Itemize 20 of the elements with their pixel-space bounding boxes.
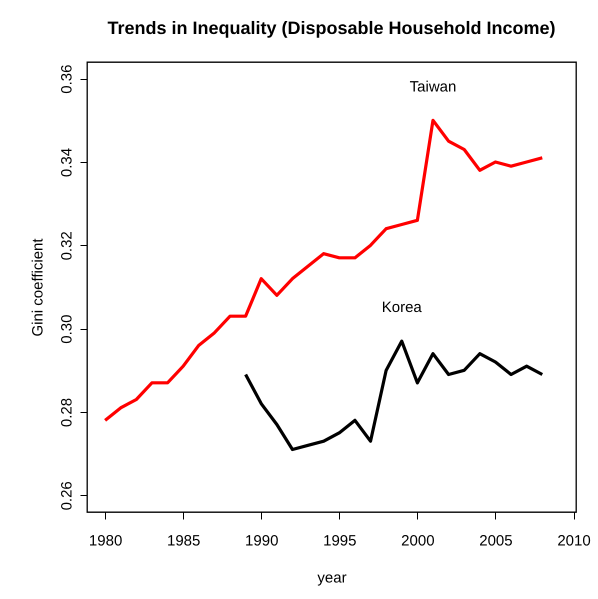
x-tick-label: 2010 [557,532,591,550]
x-tick-label: 2005 [479,532,513,550]
x-axis-title: year [317,570,347,586]
text: Korea [382,299,422,316]
x-tick-label: 1990 [245,532,278,550]
y-tick-label: 0.34 [58,148,76,178]
line-series [104,118,544,422]
y-tick-label: 0.30 [58,314,76,344]
chart-title: Trends in Inequality (Disposable Household Income) [107,18,556,38]
x-tick-label: 1985 [166,532,200,550]
x-tick-label: 2000 [401,532,435,550]
y-tick-label: 0.32 [58,231,76,260]
x-tick-label: 1980 [88,532,122,550]
text: Taiwan [410,78,456,96]
x-tick-label: 1995 [323,532,356,550]
y-tick-label: 0.36 [58,64,76,94]
y-axis-title: Gini coefficient [30,238,46,337]
line-series [244,340,544,452]
y-tick-label: 0.26 [58,481,76,510]
y-tick-label: 0.28 [58,398,76,428]
